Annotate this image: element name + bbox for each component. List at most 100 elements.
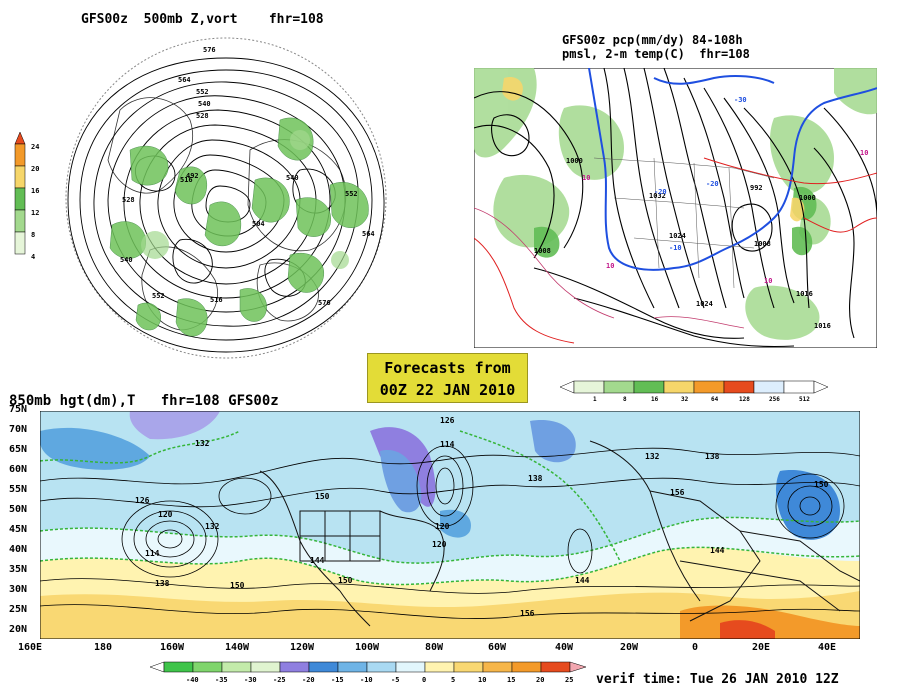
svg-text:1016: 1016 [796,290,813,298]
svg-text:126: 126 [440,416,455,425]
lat-label: 20N [9,624,28,635]
polar-contour-label: 552 [152,292,165,300]
lon-label: 180 [94,642,113,653]
svg-text:144: 144 [710,546,725,555]
svg-text:156: 156 [520,609,535,618]
precip-map: 1000 1032 1024 1008 992 1000 1008 1016 1… [474,68,877,348]
polar-contour-label: 516 [210,296,223,304]
svg-text:20: 20 [536,676,544,684]
polar-contour-label: 576 [203,46,216,54]
polar-contour-label: 540 [120,256,133,264]
svg-text:-10: -10 [669,244,682,252]
svg-text:8: 8 [31,231,35,239]
lat-label: 30N [9,584,28,595]
polar-contour-label: 552 [196,88,209,96]
lon-label: 160W [160,642,185,653]
svg-text:1024: 1024 [696,300,713,308]
svg-text:12: 12 [31,209,39,217]
svg-text:25: 25 [565,676,573,684]
svg-text:0: 0 [422,676,426,684]
temp-colorbar: -40 -35 -30 -25 -20 -15 -10 -5 0 5 10 15… [150,661,587,684]
svg-text:138: 138 [705,452,720,461]
polar-contour-label: 540 [198,100,211,108]
svg-text:-15: -15 [331,676,344,684]
state-borders [593,157,775,289]
lon-axis: 160E 180 160W 140W 120W 100W 80W 60W 40W… [18,642,878,656]
polar-contour-label: 528 [196,112,209,120]
svg-text:-20: -20 [654,188,667,196]
lon-label: 20E [752,642,771,653]
polar-contour-labels: 576 564 552 540 528 516 504 492 540 552 … [120,46,375,307]
polar-contour-label: 540 [286,174,299,182]
lat-label: 25N [9,604,28,615]
hemi-contour-labels: 132 126 120 114 150 144 138 132 126 120 … [135,416,829,618]
svg-text:-40: -40 [186,676,199,684]
svg-text:1016: 1016 [814,322,831,330]
svg-text:10: 10 [606,262,614,270]
svg-text:-20: -20 [706,180,719,188]
svg-text:138: 138 [155,579,170,588]
lat-label: 60N [9,464,28,475]
precip-colorbar-labels: 1 8 16 32 64 128 256 512 [593,396,810,403]
lon-label: 140W [225,642,250,653]
svg-text:10: 10 [764,277,772,285]
lat-label: 45N [9,524,28,535]
precip-panel-title-line2: pmsl, 2-m temp(C) fhr=108 [562,47,750,61]
svg-text:24: 24 [31,143,39,151]
polar-contour-label: 576 [318,299,331,307]
svg-text:32: 32 [681,396,689,403]
lat-label: 35N [9,564,28,575]
svg-text:1: 1 [593,396,597,403]
svg-text:144: 144 [575,576,590,585]
svg-text:10: 10 [478,676,486,684]
svg-text:144: 144 [310,556,325,565]
polar-contour-label: 516 [180,176,193,184]
svg-text:-30: -30 [734,96,747,104]
temp-contours-red [474,157,877,344]
svg-text:16: 16 [31,187,39,195]
polar-map: 576 564 552 540 528 516 504 492 540 552 … [65,37,387,359]
svg-text:64: 64 [711,396,719,403]
svg-text:20: 20 [31,165,39,173]
lon-label: 0 [692,642,699,653]
temp-contours-pink [474,207,745,329]
svg-text:1000: 1000 [566,157,583,165]
svg-text:-5: -5 [391,676,399,684]
svg-text:10: 10 [860,149,868,157]
svg-text:992: 992 [750,184,763,192]
polar-colorbar-labels: 24 20 16 12 8 4 [31,143,39,261]
svg-text:256: 256 [769,396,780,403]
lat-label: 75N [9,404,28,415]
svg-text:5: 5 [451,676,455,684]
lon-label: 40W [555,642,574,653]
lon-label: 40E [818,642,837,653]
lat-label: 55N [9,484,28,495]
polar-contour-label: 564 [362,230,375,238]
svg-text:4: 4 [31,253,35,261]
svg-text:132: 132 [645,452,660,461]
svg-text:1000: 1000 [799,194,816,202]
freezing-line [40,430,860,586]
hemi-coastlines [259,440,860,627]
svg-text:1032: 1032 [649,192,666,200]
svg-text:120: 120 [158,510,173,519]
pressure-contours [474,68,877,348]
polar-panel-title: GFS00z 500mb Z,vort fhr=108 [81,12,324,27]
svg-text:128: 128 [739,396,750,403]
height-contours [40,445,860,619]
precip-colorbar: 1 8 16 32 64 128 256 512 [560,380,829,403]
hemi-map: 132 126 120 114 150 144 138 132 126 120 … [40,411,860,639]
lon-label: 20W [620,642,639,653]
precip-contour-labels: 1000 1032 1024 1008 992 1000 1008 1016 1… [534,157,831,330]
lon-label: 80W [425,642,444,653]
polar-vorticity-light [141,130,349,269]
forecast-box-line1: Forecasts from [384,359,511,377]
svg-text:10: 10 [582,174,590,182]
polar-contour-label: 564 [178,76,191,84]
svg-text:132: 132 [205,522,220,531]
polar-contour-label: 504 [252,220,265,228]
lat-label: 40N [9,544,28,555]
svg-text:120: 120 [435,522,450,531]
temp-colorbar-labels: -40 -35 -30 -25 -20 -15 -10 -5 0 5 10 15… [186,676,573,684]
lon-label: 60W [488,642,507,653]
